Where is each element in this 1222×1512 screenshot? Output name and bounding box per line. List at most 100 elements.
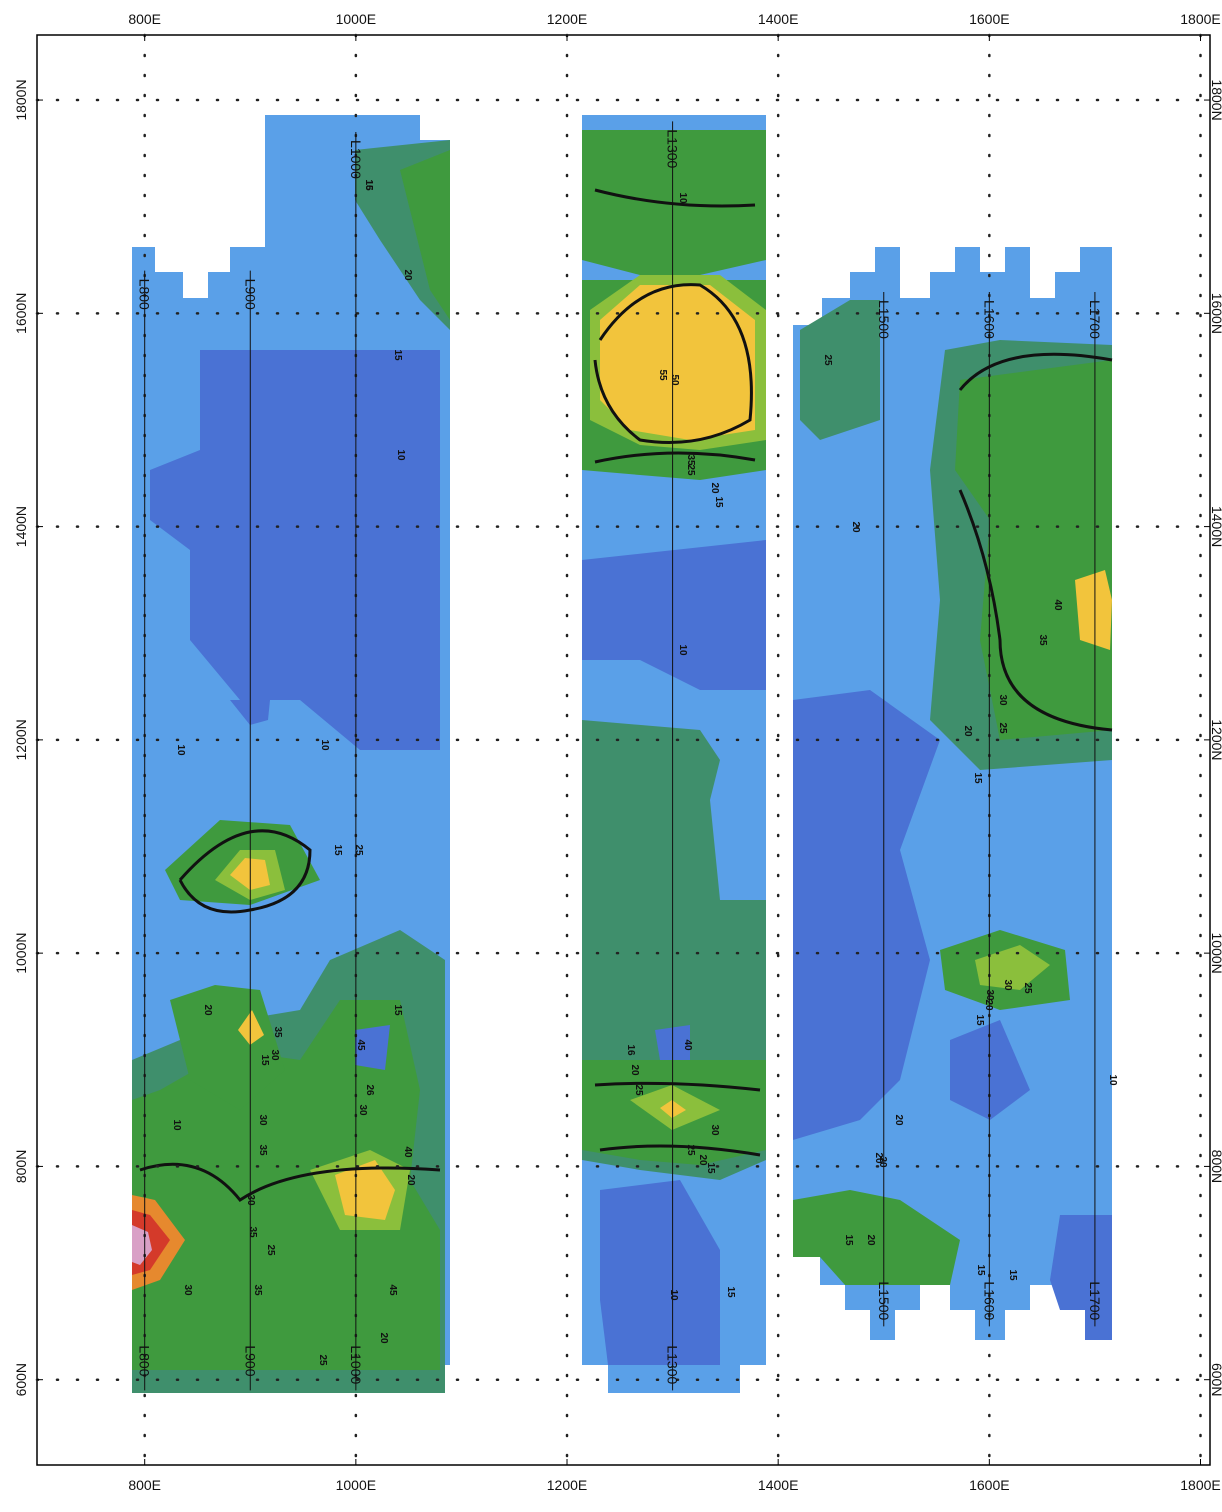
y-tick-label: 1400N [1209,506,1222,547]
survey-line-label: L1500 [876,300,892,339]
x-tick-label: 1200E [547,11,587,27]
y-tick-label: 1800N [13,79,29,120]
contour-label: 30 [269,1049,280,1061]
contour-label: 10 [1107,1074,1118,1086]
contour-label: 25 [353,844,364,856]
contour-label: 26 [364,1084,375,1096]
x-tick-label: 1600E [969,11,1009,27]
contour-label: 20 [962,725,973,737]
y-tick-label: 1600N [13,293,29,334]
contour-label: 20 [405,1174,416,1186]
contour-label: 25 [1022,982,1033,994]
contour-label: 25 [685,464,696,476]
contour-label: 10 [668,1289,679,1301]
x-tick-label: 1800E [1180,1477,1220,1493]
y-tick-label: 1400N [13,506,29,547]
survey-line-label: L900 [242,1345,258,1376]
x-tick-label: 1800E [1180,11,1220,27]
y-tick-label: 800N [1209,1150,1222,1183]
contour-label: 20 [877,1156,888,1168]
contour-label: 25 [997,722,1008,734]
contour-label: 35 [252,1284,263,1296]
contour-label: 20 [850,521,861,533]
contour-label: 20 [865,1234,876,1246]
contour-label: 16 [363,179,374,191]
contour-label: 20 [983,999,994,1011]
contour-label: 20 [378,1332,389,1344]
survey-line-label: L1600 [981,300,997,339]
contour-label: 10 [319,739,330,751]
survey-line-label: L1500 [876,1281,892,1320]
contour-label: 20 [697,1154,708,1166]
contour-label: 55 [657,369,668,381]
contour-label: 10 [175,744,186,756]
y-tick-label: 1200N [1209,719,1222,760]
y-tick-label: 800N [13,1150,29,1183]
contour-label: 30 [709,1124,720,1136]
contour-label: 30 [182,1284,193,1296]
contour-label: 25 [822,354,833,366]
contour-label: 25 [633,1084,644,1096]
contour-label: 15 [974,1014,985,1026]
contour-label: 20 [629,1064,640,1076]
contour-label: 15 [725,1286,736,1298]
contour-label: 35 [272,1026,283,1038]
contour-label: 50 [669,374,680,386]
survey-line-label: L1000 [348,1345,364,1384]
y-tick-label: 600N [1209,1363,1222,1396]
contour-lines [139,188,1113,1203]
y-tick-label: 1000N [13,933,29,974]
contour-label: 35 [247,1226,258,1238]
survey-line-label: L1600 [981,1281,997,1320]
contour-label: 45 [387,1284,398,1296]
contour-label: 15 [713,496,724,508]
y-tick-label: 1000N [1209,933,1222,974]
x-tick-label: 1000E [336,11,376,27]
contour-label: 20 [402,269,413,281]
contour-label: 15 [392,1004,403,1016]
contour-label: 35 [257,1144,268,1156]
contour-label: 15 [332,844,343,856]
survey-line-label: L800 [137,279,153,310]
contour-label: 10 [395,449,406,461]
contour-label: 15 [1007,1269,1018,1281]
y-tick-label: 1800N [1209,79,1222,120]
contour-label: 15 [259,1054,270,1066]
x-tick-label: 1400E [758,11,798,27]
contour-label: 45 [355,1039,366,1051]
contour-label: 30 [1002,979,1013,991]
x-tick-label: 1400E [758,1477,798,1493]
contour-label: 10 [677,192,688,204]
contour-label: 10 [171,1119,182,1131]
y-tick-label: 1200N [13,719,29,760]
y-tick-label: 1600N [1209,293,1222,334]
contour-label: 30 [357,1104,368,1116]
survey-line-label: L1700 [1087,1281,1103,1320]
contour-label: 20 [893,1114,904,1126]
y-tick-label: 600N [13,1363,29,1396]
contour-label: 15 [363,179,374,191]
survey-line-label: L800 [137,1345,153,1376]
survey-line-label: L1300 [665,1345,681,1384]
x-tick-label: 800E [128,11,161,27]
survey-line-label: L1700 [1087,300,1103,339]
x-tick-label: 1600E [969,1477,1009,1493]
contour-label: 15 [975,1264,986,1276]
contour-label: 16 [625,1044,636,1056]
contour-label: 35 [685,454,696,466]
contour-label: 35 [1037,634,1048,646]
x-tick-label: 1000E [336,1477,376,1493]
survey-line-label: L1000 [348,140,364,179]
contour-label: 10 [677,644,688,656]
contour-label: 30 [257,1114,268,1126]
contour-label: 15 [843,1234,854,1246]
x-tick-label: 800E [128,1477,161,1493]
x-tick-label: 1200E [547,1477,587,1493]
survey-line-label: L1300 [665,129,681,168]
contour-labels: 1520151010101020251515303530252630404535… [171,179,1118,1366]
contour-label: 25 [317,1354,328,1366]
contour-label: 40 [402,1146,413,1158]
contour-label: 30 [997,694,1008,706]
contour-label: 25 [685,1144,696,1156]
